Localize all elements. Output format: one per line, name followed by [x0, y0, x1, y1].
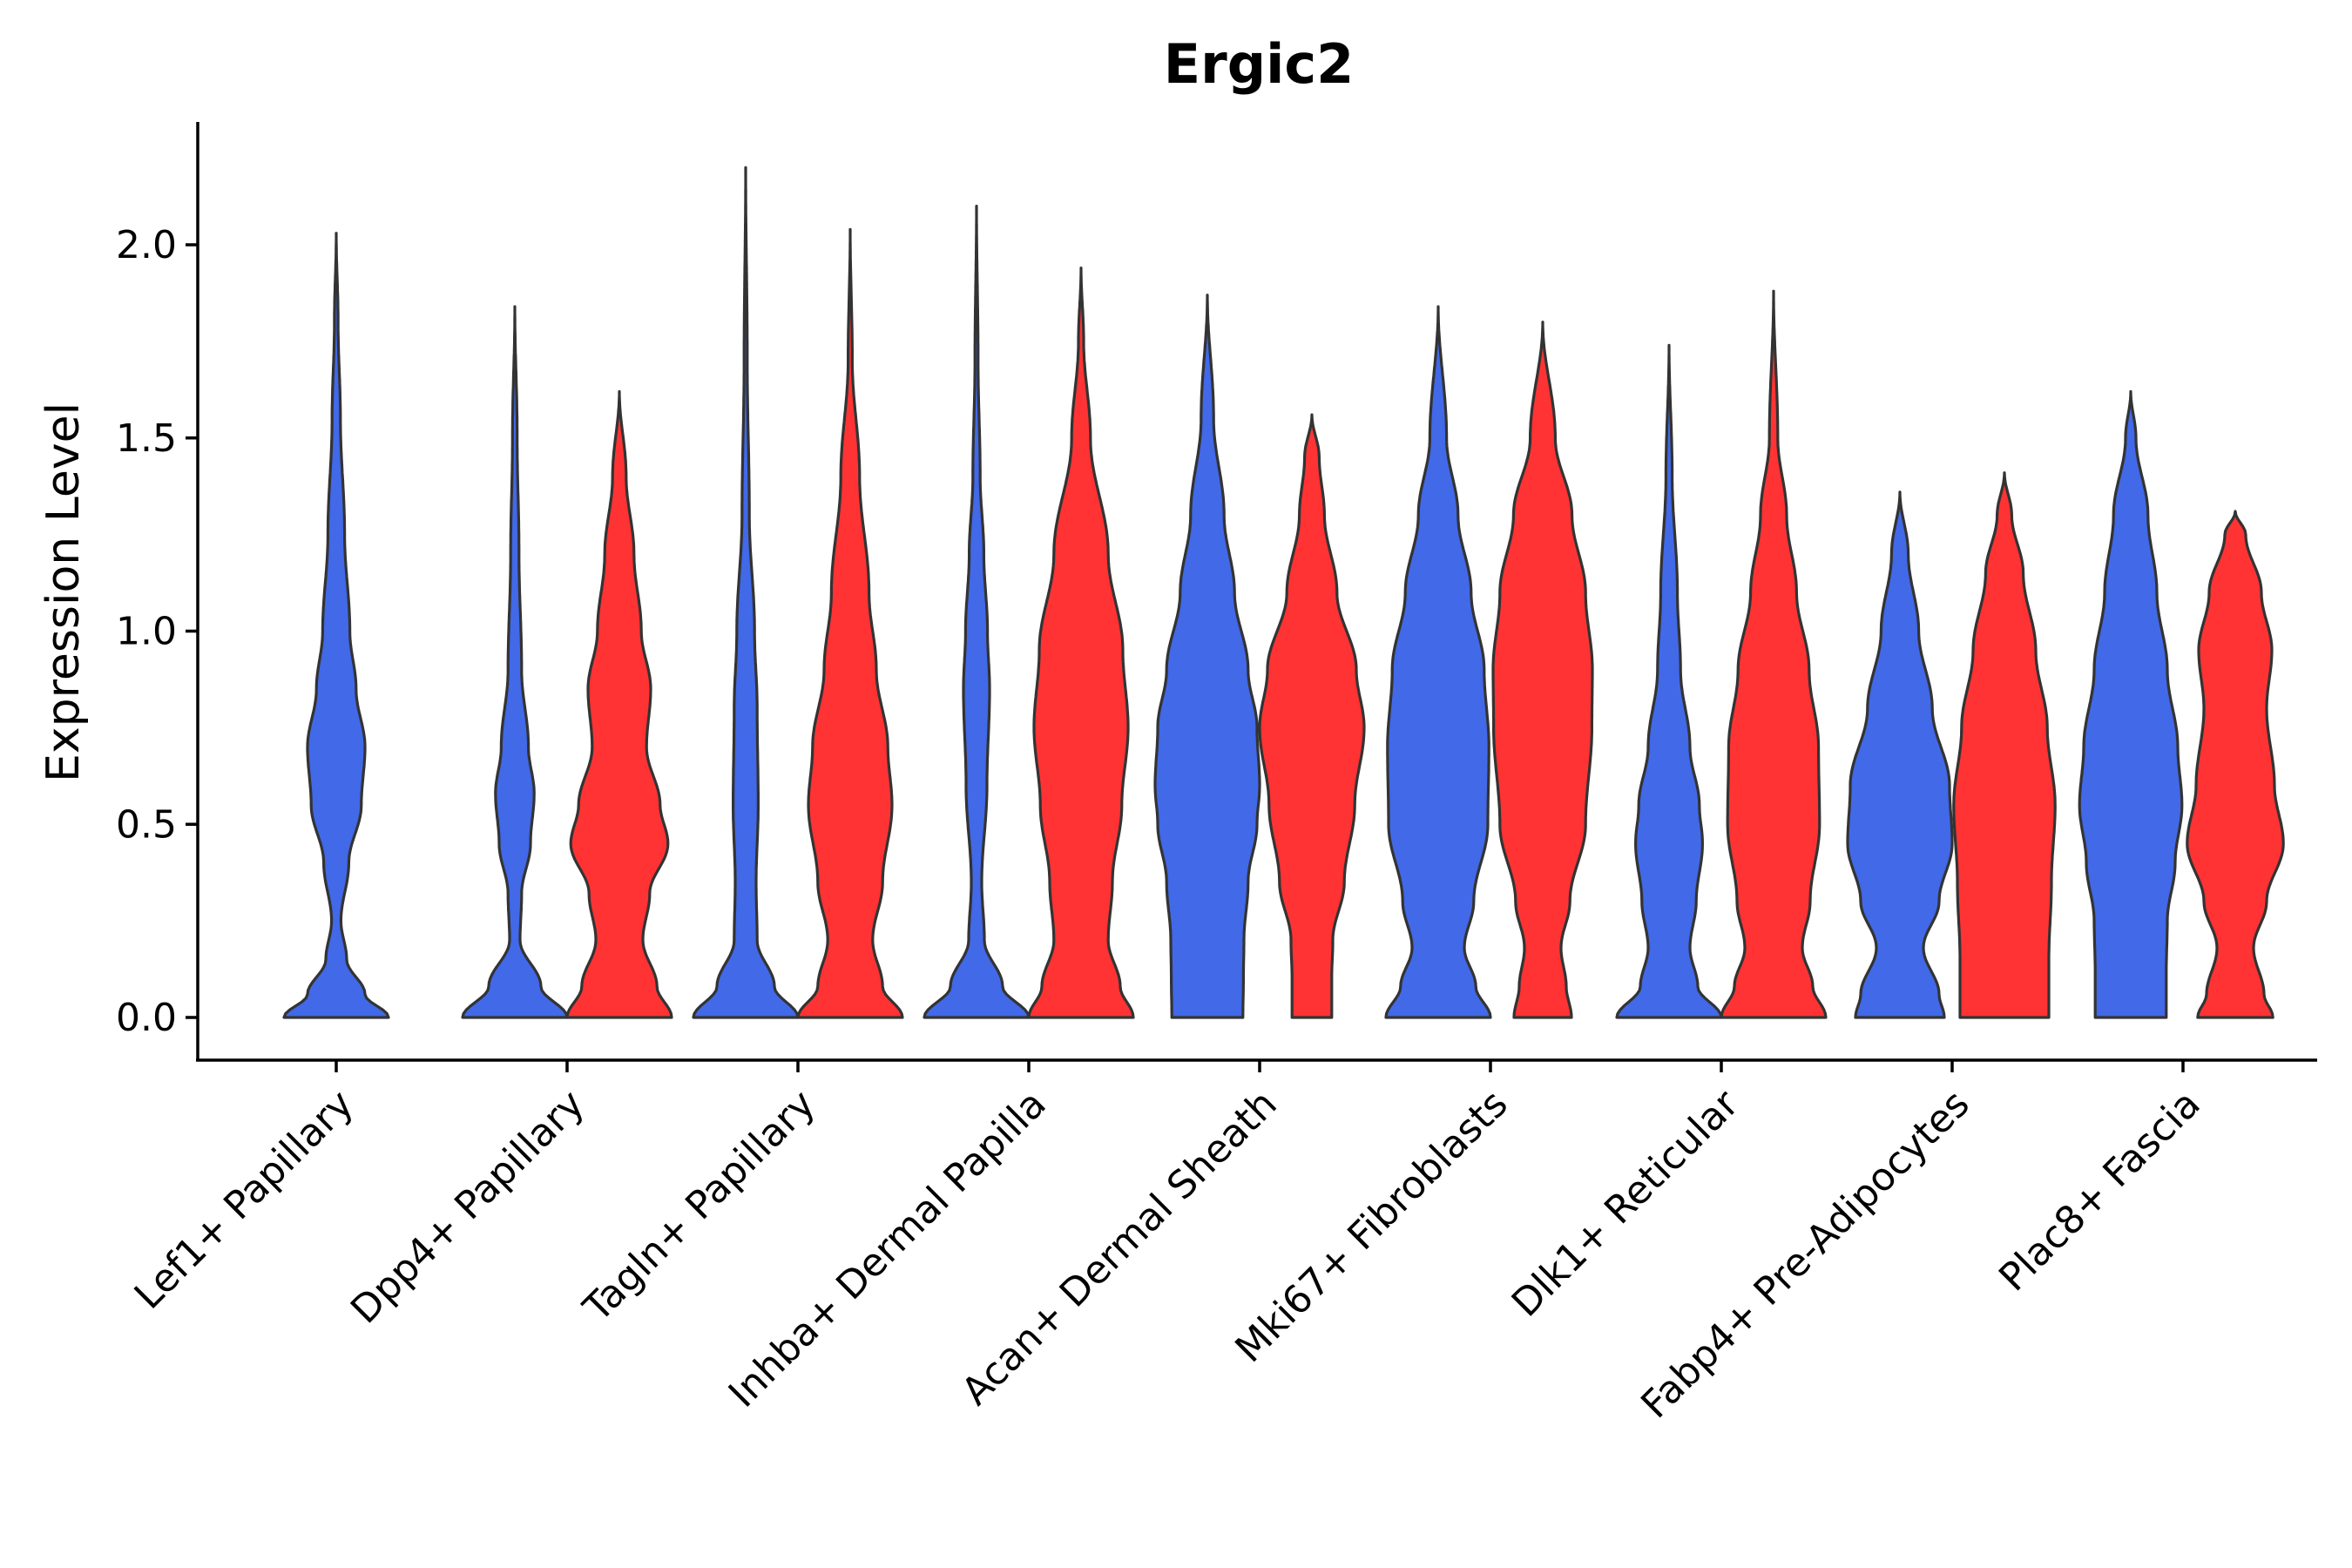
violin-lef1-papillary-group-1: [282, 232, 390, 1019]
violin-dpp4-papillary-group-1: [461, 305, 569, 1019]
violins-layer: [282, 166, 2285, 1019]
x-tick-label-plac8-fascia: Plac8+ Fascia: [1990, 1082, 2209, 1301]
violin-fabp4-pre-adipocytes-group-2: [1952, 471, 2057, 1019]
violin-tagln-papillary-group-1: [692, 166, 800, 1019]
violin-mki67-fibroblasts-group-1: [1384, 305, 1492, 1019]
y-axis: 0.0 0.5 1.0 1.5 2.0: [116, 223, 198, 1040]
y-axis-title: Expression Level: [37, 402, 90, 782]
violin-acan-dermal-sheath-group-2: [1258, 413, 1366, 1019]
y-tick-label: 1.5: [116, 416, 177, 461]
y-tick-label: 0.0: [116, 996, 177, 1040]
chart-title: Ergic2: [1164, 32, 1354, 96]
y-tick-label: 1.0: [116, 610, 177, 654]
x-tick-label-dpp4-papillary: Dpp4+ Papillary: [342, 1082, 593, 1333]
violin-plac8-fascia-group-2: [2186, 510, 2285, 1019]
violin-dpp4-papillary-group-2: [565, 389, 673, 1019]
y-tick-label: 2.0: [116, 223, 177, 267]
x-tick-label-dlk1-reticular: Dlk1+ Reticular: [1504, 1081, 1748, 1326]
violin-plac8-fascia-group-1: [2078, 389, 2184, 1019]
violin-dlk1-reticular-group-2: [1720, 289, 1828, 1019]
y-tick-label: 0.5: [116, 802, 177, 847]
violin-dlk1-reticular-group-1: [1615, 343, 1723, 1019]
x-tick-label-lef1-papillary: Lef1+ Papillary: [126, 1082, 362, 1318]
violin-acan-dermal-sheath-group-1: [1153, 294, 1261, 1019]
x-tick-label-tagln-papillary: Tagln+ Papillary: [575, 1082, 824, 1331]
violin-mki67-fibroblasts-group-2: [1491, 321, 1594, 1019]
violin-inhba-dermal-papilla-group-2: [1027, 267, 1135, 1019]
violin-fabp4-pre-adipocytes-group-1: [1846, 490, 1954, 1019]
violin-tagln-papillary-group-2: [796, 227, 904, 1019]
violin-inhba-dermal-papilla-group-1: [923, 205, 1031, 1019]
